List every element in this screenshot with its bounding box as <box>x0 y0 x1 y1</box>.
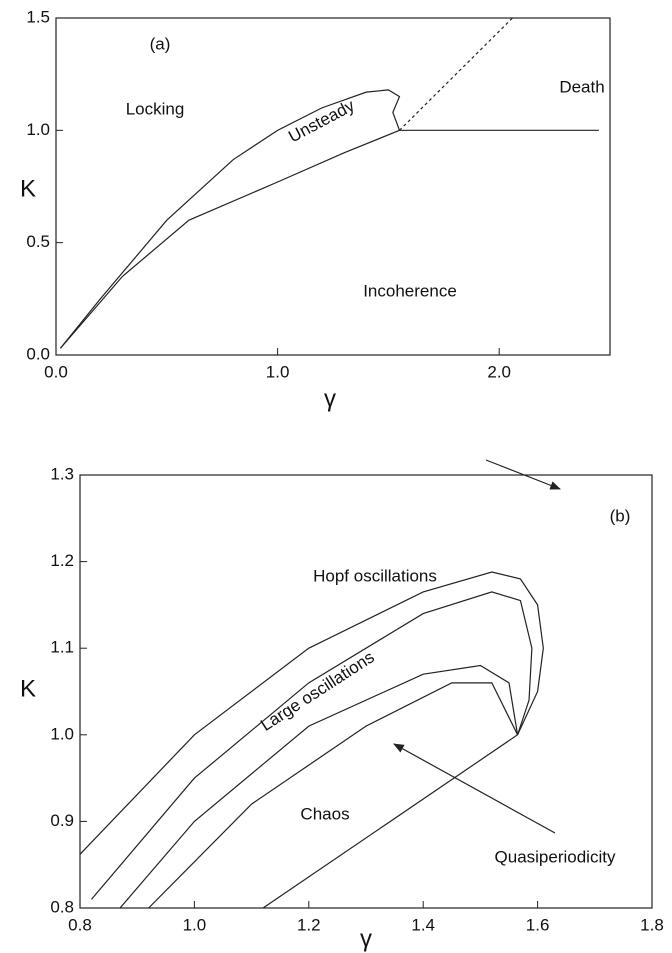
annotation: Hopf oscillations <box>313 566 437 585</box>
y-axis-label: K <box>20 175 36 202</box>
quasi-arrow <box>393 743 556 834</box>
x-tick-label: 0.0 <box>44 362 68 381</box>
y-tick-label: 0.5 <box>26 232 50 251</box>
x-tick-label: 1.0 <box>183 915 207 934</box>
y-tick-label: 1.3 <box>50 464 74 483</box>
x-tick-label: 2.0 <box>487 362 511 381</box>
curve <box>119 664 519 909</box>
x-tick-label: 1.2 <box>297 915 321 934</box>
x-tick-label: 1.0 <box>266 362 290 381</box>
y-tick-label: 0.0 <box>26 344 50 363</box>
annotation: Locking <box>126 99 185 118</box>
curve <box>59 129 400 349</box>
curve <box>90 591 533 900</box>
y-tick-label: 1.1 <box>50 638 74 657</box>
plot-frame <box>79 474 653 909</box>
x-tick-label: 1.4 <box>411 915 435 934</box>
x-tick-label: 0.8 <box>68 915 92 934</box>
curve <box>79 571 544 855</box>
curve <box>399 17 513 131</box>
x-tick-label: 1.6 <box>526 915 550 934</box>
y-tick-label: 0.8 <box>50 897 74 916</box>
x-axis-label: γ <box>324 385 336 412</box>
annotation: Incoherence <box>363 281 457 300</box>
x-axis-label: γ <box>360 925 372 952</box>
annotation: (b) <box>610 506 631 525</box>
y-tick-label: 1.0 <box>50 724 74 743</box>
curve <box>148 682 519 909</box>
annotation: Quasiperiodicity <box>495 847 616 866</box>
y-tick-label: 1.0 <box>26 120 50 139</box>
plot-frame <box>55 17 611 356</box>
annotation: Death <box>559 77 604 96</box>
annotation: (a) <box>150 34 171 53</box>
y-tick-label: 1.2 <box>50 551 74 570</box>
y-axis-label: K <box>20 675 36 702</box>
curve <box>262 734 518 909</box>
annotation: Chaos <box>300 804 349 823</box>
x-tick-label: 1.8 <box>640 915 664 934</box>
curve <box>59 89 401 349</box>
y-tick-label: 0.9 <box>50 811 74 830</box>
y-tick-label: 1.5 <box>26 7 50 26</box>
